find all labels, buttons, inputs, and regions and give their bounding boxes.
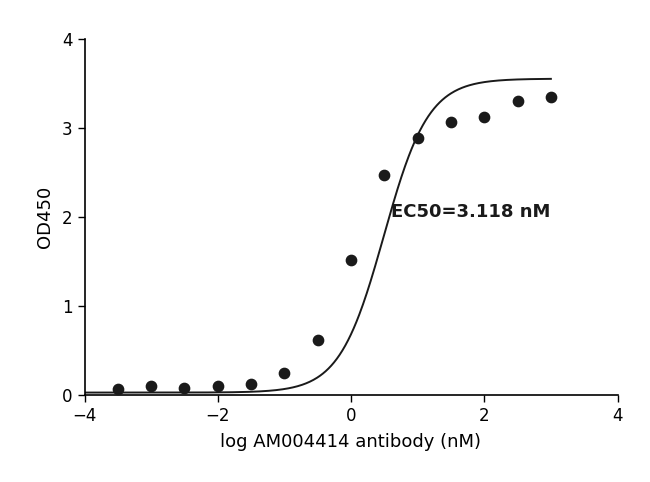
- Point: [280, 369, 290, 377]
- X-axis label: log AM004414 antibody (nM): log AM004414 antibody (nM): [220, 433, 482, 451]
- Point: [446, 119, 456, 126]
- Y-axis label: OD450: OD450: [36, 186, 54, 248]
- Point: [546, 93, 556, 100]
- Point: [112, 385, 123, 393]
- Point: [412, 134, 423, 142]
- Point: [512, 97, 523, 105]
- Text: EC50=3.118 nM: EC50=3.118 nM: [391, 203, 551, 221]
- Point: [346, 256, 356, 264]
- Point: [246, 380, 256, 388]
- Point: [146, 383, 157, 390]
- Point: [479, 113, 489, 121]
- Point: [213, 383, 223, 390]
- Point: [313, 336, 323, 344]
- Point: [379, 171, 389, 179]
- Point: [179, 384, 190, 392]
